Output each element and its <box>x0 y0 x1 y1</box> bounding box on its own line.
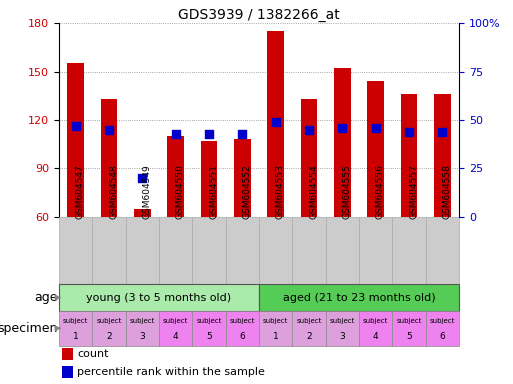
FancyBboxPatch shape <box>159 217 192 284</box>
Text: subject: subject <box>330 318 355 324</box>
FancyBboxPatch shape <box>59 217 92 284</box>
Text: subject: subject <box>430 318 455 324</box>
FancyBboxPatch shape <box>126 217 159 284</box>
FancyBboxPatch shape <box>159 311 192 346</box>
Point <box>238 131 246 137</box>
FancyBboxPatch shape <box>59 284 259 311</box>
Bar <box>101 99 117 217</box>
FancyBboxPatch shape <box>392 217 426 284</box>
FancyBboxPatch shape <box>359 217 392 284</box>
Title: GDS3939 / 1382266_at: GDS3939 / 1382266_at <box>178 8 340 22</box>
Text: GSM604549: GSM604549 <box>143 164 151 219</box>
FancyBboxPatch shape <box>259 311 292 346</box>
FancyBboxPatch shape <box>292 311 326 346</box>
Text: GSM604548: GSM604548 <box>109 164 118 219</box>
FancyBboxPatch shape <box>59 311 92 346</box>
FancyBboxPatch shape <box>292 217 326 284</box>
Text: subject: subject <box>363 318 388 324</box>
Text: 4: 4 <box>373 333 379 341</box>
Point <box>438 129 446 135</box>
Text: 2: 2 <box>306 333 312 341</box>
FancyBboxPatch shape <box>192 217 226 284</box>
FancyBboxPatch shape <box>426 217 459 284</box>
FancyBboxPatch shape <box>92 311 126 346</box>
Text: GSM604556: GSM604556 <box>376 164 385 219</box>
Text: count: count <box>77 349 108 359</box>
Bar <box>234 139 251 217</box>
Bar <box>334 68 351 217</box>
Text: percentile rank within the sample: percentile rank within the sample <box>77 367 265 377</box>
Bar <box>367 81 384 217</box>
Point <box>405 129 413 135</box>
FancyBboxPatch shape <box>392 311 426 346</box>
Text: 5: 5 <box>406 333 412 341</box>
Text: GSM604550: GSM604550 <box>175 164 185 219</box>
Bar <box>201 141 218 217</box>
FancyBboxPatch shape <box>226 311 259 346</box>
Bar <box>62 366 73 378</box>
Bar <box>267 31 284 217</box>
Text: 2: 2 <box>106 333 112 341</box>
Text: 3: 3 <box>340 333 345 341</box>
Text: 4: 4 <box>173 333 179 341</box>
Bar <box>134 209 151 217</box>
Bar <box>67 63 84 217</box>
FancyBboxPatch shape <box>192 311 226 346</box>
Bar <box>434 94 451 217</box>
Text: GSM604553: GSM604553 <box>276 164 285 219</box>
Bar <box>401 94 418 217</box>
Text: specimen: specimen <box>0 322 57 335</box>
Text: 1: 1 <box>273 333 279 341</box>
Text: subject: subject <box>196 318 222 324</box>
Text: 3: 3 <box>140 333 145 341</box>
FancyBboxPatch shape <box>326 217 359 284</box>
FancyBboxPatch shape <box>259 284 459 311</box>
Text: 5: 5 <box>206 333 212 341</box>
Text: subject: subject <box>297 318 322 324</box>
Point <box>305 127 313 133</box>
Text: GSM604547: GSM604547 <box>76 164 85 219</box>
Point <box>138 175 147 181</box>
Text: subject: subject <box>96 318 122 324</box>
Text: subject: subject <box>397 318 422 324</box>
FancyBboxPatch shape <box>359 311 392 346</box>
Text: subject: subject <box>263 318 288 324</box>
Text: GSM604555: GSM604555 <box>343 164 351 219</box>
FancyBboxPatch shape <box>226 217 259 284</box>
Text: GSM604552: GSM604552 <box>242 164 251 219</box>
FancyBboxPatch shape <box>426 311 459 346</box>
Point <box>71 123 80 129</box>
Text: subject: subject <box>63 318 88 324</box>
Point <box>338 125 346 131</box>
Point <box>205 131 213 137</box>
Text: aged (21 to 23 months old): aged (21 to 23 months old) <box>283 293 436 303</box>
FancyBboxPatch shape <box>126 311 159 346</box>
Point <box>271 119 280 125</box>
FancyBboxPatch shape <box>92 217 126 284</box>
Text: GSM604551: GSM604551 <box>209 164 218 219</box>
Text: 6: 6 <box>440 333 445 341</box>
FancyBboxPatch shape <box>326 311 359 346</box>
Text: GSM604554: GSM604554 <box>309 164 318 219</box>
Point <box>171 131 180 137</box>
Text: 6: 6 <box>240 333 245 341</box>
Text: subject: subject <box>230 318 255 324</box>
Text: age: age <box>34 291 57 304</box>
Point <box>105 127 113 133</box>
Bar <box>301 99 318 217</box>
Point <box>371 125 380 131</box>
Text: GSM604557: GSM604557 <box>409 164 418 219</box>
Bar <box>62 348 73 360</box>
Bar <box>167 136 184 217</box>
Text: young (3 to 5 months old): young (3 to 5 months old) <box>87 293 231 303</box>
Text: GSM604558: GSM604558 <box>442 164 451 219</box>
FancyBboxPatch shape <box>259 217 292 284</box>
Text: 1: 1 <box>73 333 78 341</box>
Text: subject: subject <box>163 318 188 324</box>
Text: subject: subject <box>130 318 155 324</box>
